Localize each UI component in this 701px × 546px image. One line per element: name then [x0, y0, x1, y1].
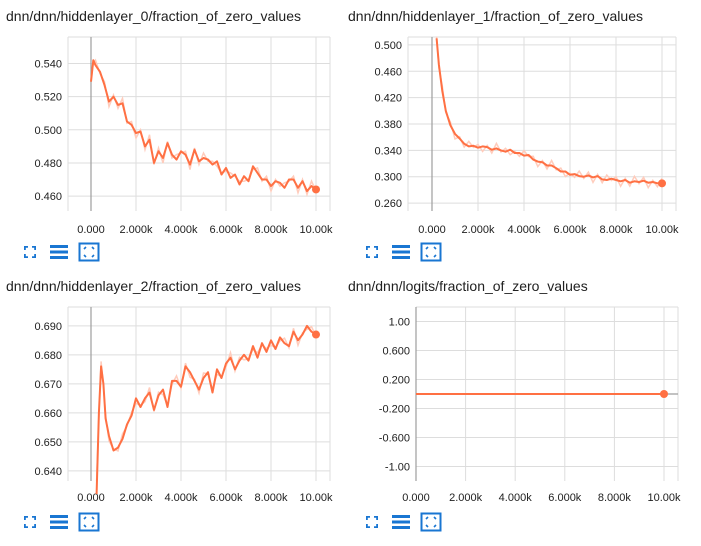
last-point-marker: [312, 330, 320, 339]
y-tick-label: 0.340: [374, 145, 402, 157]
chart-card-hiddenlayer-2: dnn/dnn/hiddenlayer_2/fraction_of_zero_v…: [0, 270, 340, 542]
y-tick-label: -0.200: [379, 404, 410, 416]
x-tick-label: 0.000: [402, 492, 430, 504]
y-tick-label: 0.640: [34, 466, 62, 478]
data-selector-icon[interactable]: [390, 512, 412, 532]
chart-title: dnn/dnn/logits/fraction_of_zero_values: [348, 278, 588, 294]
data-selector-icon[interactable]: [390, 242, 412, 262]
y-tick-label: 0.660: [34, 408, 62, 420]
x-tick-label: 8.000k: [599, 224, 633, 236]
y-tick-label: 0.690: [34, 321, 62, 333]
x-tick-label: 6.000k: [548, 492, 582, 504]
chart-card-hiddenlayer-1: dnn/dnn/hiddenlayer_1/fraction_of_zero_v…: [342, 0, 682, 272]
last-point-marker: [312, 185, 320, 194]
y-tick-label: 0.600: [382, 346, 410, 358]
expand-icon[interactable]: [362, 512, 384, 532]
x-tick-label: 10.00k: [647, 492, 681, 504]
chart-card-logits: dnn/dnn/logits/fraction_of_zero_values -…: [342, 270, 682, 542]
x-tick-label: 10.00k: [645, 224, 679, 236]
y-tick-label: 0.680: [34, 350, 62, 362]
x-tick-label: 0.000: [418, 224, 446, 236]
series-line-smoothed: [435, 38, 662, 185]
x-tick-label: 2.000k: [461, 224, 495, 236]
chart-card-hiddenlayer-0: dnn/dnn/hiddenlayer_0/fraction_of_zero_v…: [0, 0, 340, 272]
x-tick-label: 2.000k: [449, 492, 483, 504]
y-tick-label: 0.380: [374, 119, 402, 131]
y-tick-label: 0.480: [34, 158, 62, 170]
x-tick-label: 4.000k: [507, 224, 541, 236]
x-tick-label: 0.000: [77, 492, 105, 504]
y-tick-label: 0.650: [34, 437, 62, 449]
y-tick-label: 1.00: [389, 317, 410, 329]
chart-plot: 0.260 0.300 0.340 0.380 0.420 0.460 0.500 0.000…: [374, 36, 679, 236]
y-tick-label: 0.500: [34, 125, 62, 137]
x-tick-label: 10.00k: [299, 224, 333, 236]
fit-domain-icon[interactable]: [420, 242, 442, 262]
data-selector-icon[interactable]: [48, 242, 70, 262]
x-tick-label: 6.000k: [553, 224, 587, 236]
series-line-smoothed: [90, 59, 317, 193]
x-tick-label: 2.000k: [119, 224, 153, 236]
y-tick-label: 0.460: [374, 66, 402, 78]
data-selector-icon[interactable]: [48, 512, 70, 532]
x-tick-label: 0.000: [77, 224, 105, 236]
y-tick-label: 0.420: [374, 93, 402, 105]
x-tick-label: 4.000k: [164, 492, 198, 504]
series-line-raw: [90, 58, 317, 197]
x-tick-label: 4.000k: [164, 224, 198, 236]
y-tick-label: 0.260: [374, 198, 402, 210]
fit-domain-icon[interactable]: [420, 512, 442, 532]
y-tick-label: -1.00: [385, 462, 410, 474]
x-tick-label: 2.000k: [119, 492, 153, 504]
chart-title: dnn/dnn/hiddenlayer_0/fraction_of_zero_v…: [6, 8, 301, 24]
y-tick-label: 0.300: [374, 172, 402, 184]
series-line-raw: [95, 325, 317, 482]
x-tick-label: 8.000k: [254, 492, 288, 504]
x-tick-label: 10.00k: [299, 492, 333, 504]
y-tick-label: 0.540: [34, 59, 62, 71]
y-tick-label: 0.460: [34, 191, 62, 203]
chart-plot: -1.00 -0.600 -0.200 0.200 0.600 1.00 0.000 2.00…: [379, 306, 681, 504]
last-point-marker: [660, 390, 668, 398]
series-line-smoothed: [95, 324, 317, 495]
chart-plot: 0.460 0.480 0.500 0.520 0.540 0.000 2.000k 4.00…: [34, 36, 333, 236]
y-tick-label: 0.520: [34, 92, 62, 104]
expand-icon[interactable]: [20, 512, 42, 532]
fit-domain-icon[interactable]: [78, 242, 100, 262]
chart-title: dnn/dnn/hiddenlayer_2/fraction_of_zero_v…: [6, 278, 301, 294]
x-tick-label: 6.000k: [209, 492, 243, 504]
y-tick-label: 0.200: [382, 375, 410, 387]
fit-domain-icon[interactable]: [78, 512, 100, 532]
y-tick-label: 0.670: [34, 379, 62, 391]
y-tick-label: -0.600: [379, 433, 410, 445]
chart-plot: 0.640 0.650 0.660 0.670 0.680 0.690 0.000 2.000…: [34, 306, 333, 504]
y-tick-label: 0.500: [374, 40, 402, 52]
x-tick-label: 4.000k: [499, 492, 533, 504]
x-tick-label: 6.000k: [209, 224, 243, 236]
last-point-marker: [658, 179, 666, 188]
expand-icon[interactable]: [20, 242, 42, 262]
expand-icon[interactable]: [362, 242, 384, 262]
x-tick-label: 8.000k: [598, 492, 632, 504]
x-tick-label: 8.000k: [254, 224, 288, 236]
chart-title: dnn/dnn/hiddenlayer_1/fraction_of_zero_v…: [348, 8, 643, 24]
